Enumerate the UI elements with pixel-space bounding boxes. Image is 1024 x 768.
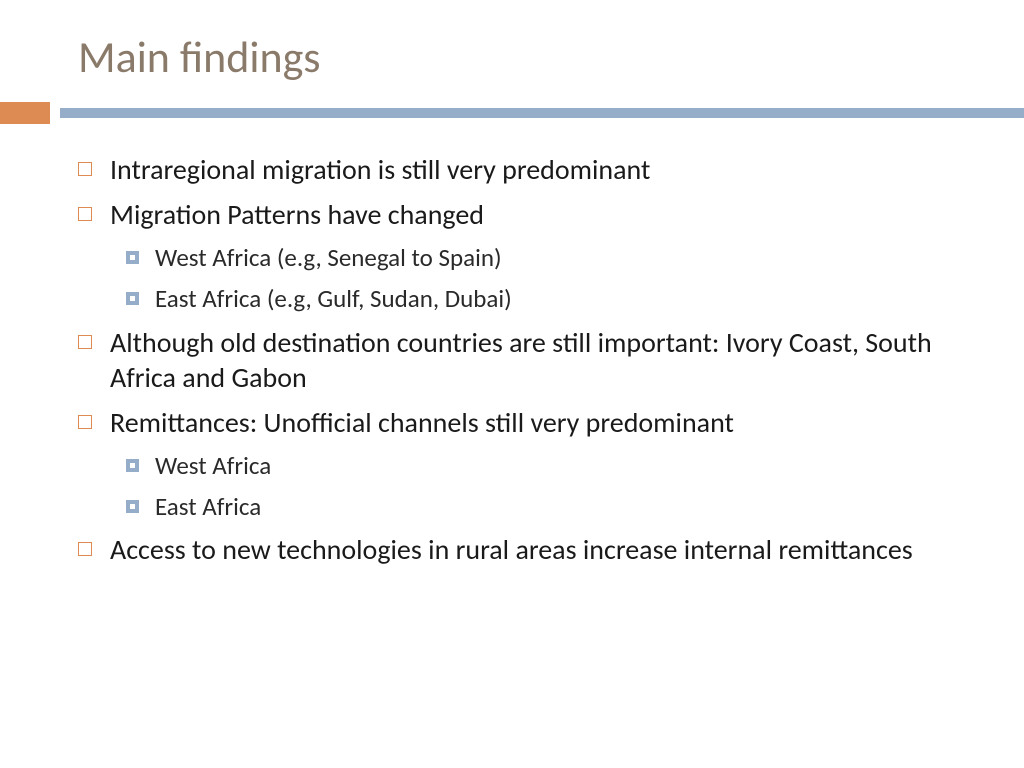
list-item: West Africa <box>78 450 984 481</box>
bullet-square-open-icon <box>78 415 92 429</box>
bullet-square-open-icon <box>78 542 92 556</box>
list-item: Migration Patterns have changed <box>78 197 984 232</box>
bullet-text: Access to new technologies in rural area… <box>110 532 913 567</box>
bullet-text: Migration Patterns have changed <box>110 197 484 232</box>
list-item: Access to new technologies in rural area… <box>78 532 984 567</box>
bullet-square-filled-icon <box>126 459 139 472</box>
divider-blue-bar <box>60 108 1024 118</box>
divider <box>0 102 1024 124</box>
bullet-text: West Africa <box>155 450 271 481</box>
list-item: Intraregional migration is still very pr… <box>78 152 984 187</box>
bullet-square-filled-icon <box>126 251 139 264</box>
bullet-text: Although old destination countries are s… <box>110 325 984 395</box>
list-item: West Africa (e.g, Senegal to Spain) <box>78 242 984 273</box>
list-item: Although old destination countries are s… <box>78 325 984 395</box>
bullet-text: Remittances: Unofficial channels still v… <box>110 405 734 440</box>
slide: Main findings Intraregional migration is… <box>0 0 1024 768</box>
page-title: Main findings <box>0 30 1024 84</box>
bullet-text: East Africa (e.g, Gulf, Sudan, Dubai) <box>155 283 512 314</box>
list-item: East Africa <box>78 491 984 522</box>
list-item: East Africa (e.g, Gulf, Sudan, Dubai) <box>78 283 984 314</box>
divider-orange-block <box>0 102 50 124</box>
bullet-text: Intraregional migration is still very pr… <box>110 152 650 187</box>
bullet-text: West Africa (e.g, Senegal to Spain) <box>155 242 502 273</box>
bullet-square-filled-icon <box>126 292 139 305</box>
bullet-square-open-icon <box>78 207 92 221</box>
bullet-square-filled-icon <box>126 500 139 513</box>
bullet-square-open-icon <box>78 162 92 176</box>
bullet-square-open-icon <box>78 335 92 349</box>
bullet-text: East Africa <box>155 491 261 522</box>
list-item: Remittances: Unofficial channels still v… <box>78 405 984 440</box>
content-area: Intraregional migration is still very pr… <box>0 152 1024 567</box>
